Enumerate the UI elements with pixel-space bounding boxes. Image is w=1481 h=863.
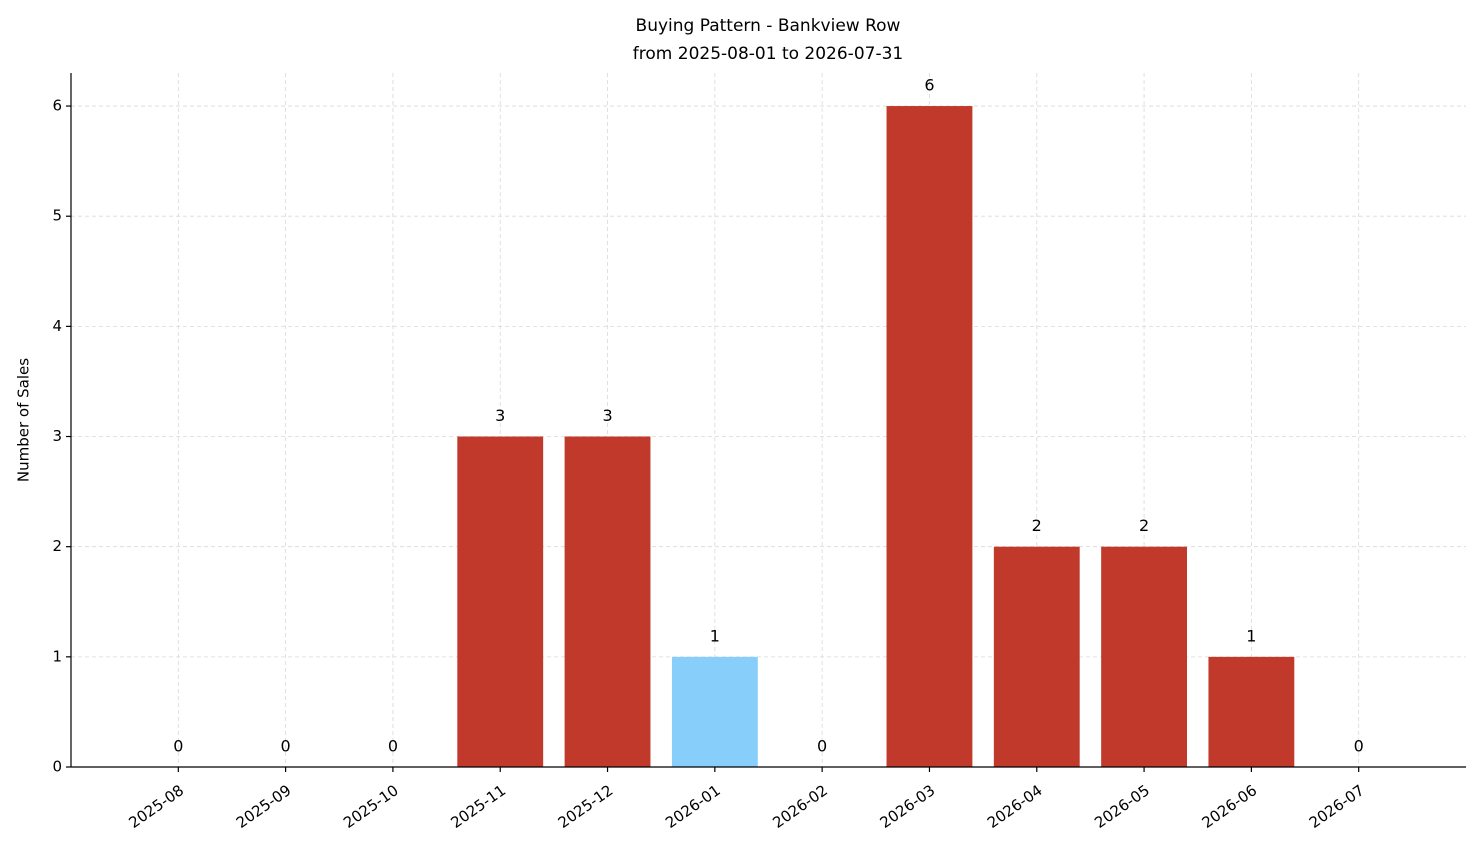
data-label: 2 bbox=[1139, 516, 1149, 535]
bar bbox=[457, 436, 544, 767]
data-label: 6 bbox=[924, 76, 934, 95]
y-tick-label: 2 bbox=[52, 537, 62, 555]
x-tick-label: 2026-06 bbox=[1199, 781, 1261, 832]
data-label: 1 bbox=[1246, 626, 1256, 645]
bar bbox=[993, 546, 1080, 767]
y-tick-label: 0 bbox=[52, 758, 62, 776]
y-tick-label: 5 bbox=[52, 207, 62, 225]
data-label: 0 bbox=[1354, 737, 1364, 756]
bar bbox=[1208, 656, 1295, 767]
y-tick-label: 4 bbox=[52, 317, 62, 335]
y-tick-label: 6 bbox=[52, 97, 62, 115]
x-tick-label: 2026-04 bbox=[984, 781, 1046, 832]
data-label: 2 bbox=[1032, 516, 1042, 535]
data-label: 3 bbox=[602, 406, 612, 425]
y-tick-label: 1 bbox=[52, 647, 62, 665]
x-tick-label: 2026-03 bbox=[877, 781, 939, 832]
data-label: 3 bbox=[495, 406, 505, 425]
x-tick-label: 2026-02 bbox=[769, 781, 831, 832]
bar bbox=[886, 106, 973, 768]
data-label: 0 bbox=[281, 737, 291, 756]
x-tick-label: 2026-05 bbox=[1091, 781, 1153, 832]
y-tick-label: 3 bbox=[52, 427, 62, 445]
x-tick-label: 2025-11 bbox=[447, 781, 509, 832]
x-tick-label: 2026-07 bbox=[1306, 781, 1368, 832]
chart-title: Buying Pattern - Bankview Row bbox=[636, 16, 901, 36]
x-tick-label: 2025-12 bbox=[555, 781, 617, 832]
x-tick-label: 2025-10 bbox=[340, 781, 402, 832]
bar bbox=[564, 436, 651, 767]
bar bbox=[1101, 546, 1187, 767]
y-axis-label: Number of Sales bbox=[15, 358, 33, 482]
data-label: 0 bbox=[817, 737, 827, 756]
x-tick-label: 2025-09 bbox=[233, 781, 295, 832]
chart-subtitle: from 2025-08-01 to 2026-07-31 bbox=[633, 44, 903, 64]
bar bbox=[671, 656, 758, 767]
data-label: 1 bbox=[710, 626, 720, 645]
x-tick-label: 2025-08 bbox=[126, 781, 188, 832]
data-label: 0 bbox=[388, 737, 398, 756]
x-tick-label: 2026-01 bbox=[662, 781, 724, 832]
data-label: 0 bbox=[173, 737, 183, 756]
